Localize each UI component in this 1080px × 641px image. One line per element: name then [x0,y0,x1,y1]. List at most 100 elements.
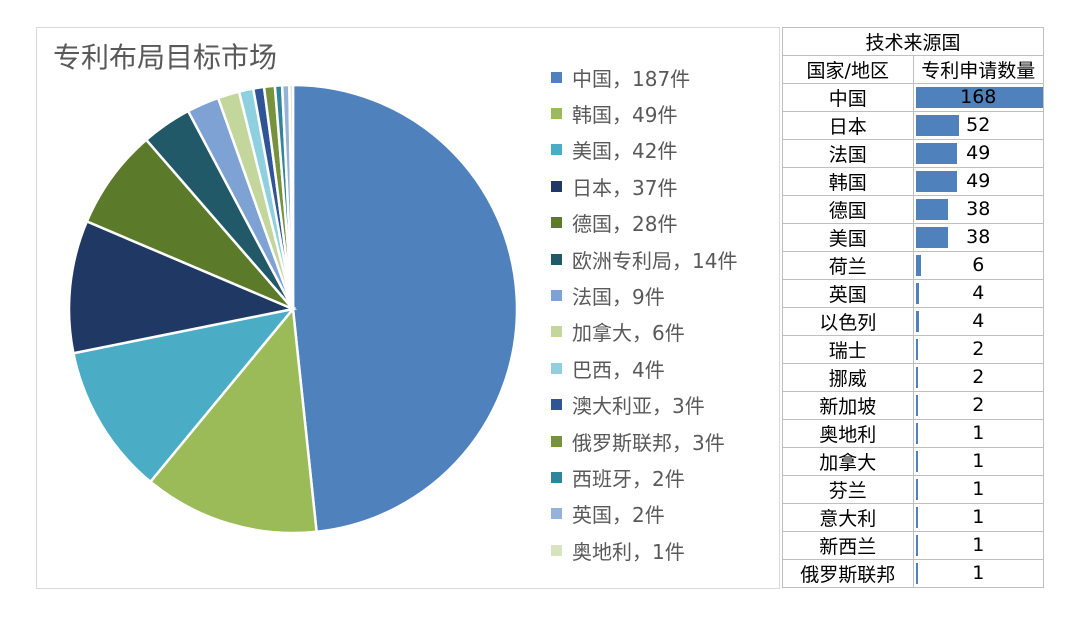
legend-item: 加拿大，6件 [551,314,737,350]
count-value: 2 [972,366,985,388]
country-cell: 德国 [782,195,914,224]
pie-slice [67,219,298,355]
data-bar [915,367,918,388]
legend-item: 英国，2件 [551,496,737,532]
data-bar [915,115,960,136]
count-cell: 2 [912,335,1044,364]
data-bar [915,283,919,304]
data-bar [915,563,918,584]
legend-label: 俄罗斯联邦，3件 [572,430,725,455]
count-value: 168 [960,86,997,108]
data-bar [915,87,1043,108]
count-value: 4 [972,282,985,304]
country-cell: 法国 [782,139,914,168]
legend-label: 西班牙，2件 [572,466,685,491]
count-value: 2 [972,338,985,360]
pie-slice [291,83,519,534]
table-row: 芬兰 1 [782,475,1044,504]
legend-label: 加拿大，6件 [572,321,685,346]
legend-item: 日本，37件 [551,168,737,204]
legend-label: 巴西，4件 [572,357,665,382]
country-cell: 俄罗斯联邦 [782,559,914,588]
legend-item: 欧洲专利局，14件 [551,241,737,277]
table-row: 美国 38 [782,223,1044,252]
data-bar [915,311,919,332]
data-bar [915,451,918,472]
count-cell: 38 [912,223,1044,252]
country-cell: 奥地利 [782,419,914,448]
table-title: 技术来源国 [782,27,1044,56]
country-cell: 韩国 [782,167,914,196]
country-cell: 新加坡 [782,391,914,420]
legend-item: 韩国，49件 [551,95,737,131]
legend-item: 西班牙，2件 [551,459,737,495]
count-cell: 4 [912,279,1044,308]
pie-slice [288,83,295,310]
count-cell: 38 [912,195,1044,224]
data-bar [915,171,957,192]
country-cell: 芬兰 [782,475,914,504]
table-row: 加拿大 1 [782,447,1044,476]
legend-swatch [551,144,562,156]
count-value: 1 [972,478,985,500]
legend-swatch [551,180,562,192]
legend-swatch [551,508,562,520]
legend-label: 英国，2件 [572,503,665,528]
legend-swatch [551,435,562,447]
pie-slice [148,305,318,535]
count-cell: 1 [912,503,1044,532]
count-cell: 4 [912,307,1044,336]
source-country-table: 技术来源国 国家/地区 专利申请数量 中国 168 日本 52 法国 49 韩国 49 德国 38… [782,27,1044,588]
legend-swatch [551,471,562,483]
count-cell: 49 [912,167,1044,196]
table-row: 挪威 2 [782,363,1044,392]
column-header-country: 国家/地区 [782,55,914,84]
chart-legend: 中国，187件 韩国，49件 美国，42件 日本，37件 德国，28件 欧洲专利局，14件… [551,59,737,568]
legend-label: 美国，42件 [572,139,678,164]
count-value: 6 [972,254,985,276]
data-bar [915,395,918,416]
country-cell: 加拿大 [782,447,914,476]
legend-label: 欧洲专利局，14件 [572,248,738,273]
country-cell: 瑞士 [782,335,914,364]
country-cell: 意大利 [782,503,914,532]
table-row: 瑞士 2 [782,335,1044,364]
legend-item: 澳大利亚，3件 [551,387,737,423]
table-row: 俄罗斯联邦 1 [782,559,1044,588]
count-value: 1 [972,450,985,472]
legend-swatch [551,71,562,83]
legend-label: 法国，9件 [572,285,665,310]
table-title-row: 技术来源国 [782,27,1044,56]
table-body: 中国 168 日本 52 法国 49 韩国 49 德国 38 美国 38 荷兰 6 英国 4 以色列 4 瑞士 2 挪威… [782,83,1044,588]
data-bar [915,339,918,360]
country-cell: 日本 [782,111,914,140]
country-cell: 荷兰 [782,251,914,280]
country-cell: 中国 [782,83,914,112]
table-row: 法国 49 [782,139,1044,168]
count-cell: 1 [912,447,1044,476]
legend-label: 中国，187件 [572,66,691,91]
count-cell: 6 [912,251,1044,280]
count-cell: 1 [912,559,1044,588]
table-row: 德国 38 [782,195,1044,224]
count-cell: 1 [912,419,1044,448]
count-value: 38 [966,226,991,248]
pie-slice [85,138,294,311]
country-cell: 以色列 [782,307,914,336]
count-cell: 1 [912,531,1044,560]
data-bar [915,143,957,164]
count-value: 1 [972,506,985,528]
legend-item: 巴西，4件 [551,350,737,386]
legend-swatch [551,362,562,374]
country-cell: 美国 [782,223,914,252]
table-row: 日本 52 [782,111,1044,140]
data-bar [915,535,918,556]
country-cell: 新西兰 [782,531,914,560]
data-bar [915,479,918,500]
legend-item: 中国，187件 [551,59,737,95]
count-value: 52 [966,114,991,136]
data-bar [915,507,918,528]
table-row: 韩国 49 [782,167,1044,196]
count-value: 1 [972,562,985,584]
table-row: 意大利 1 [782,503,1044,532]
